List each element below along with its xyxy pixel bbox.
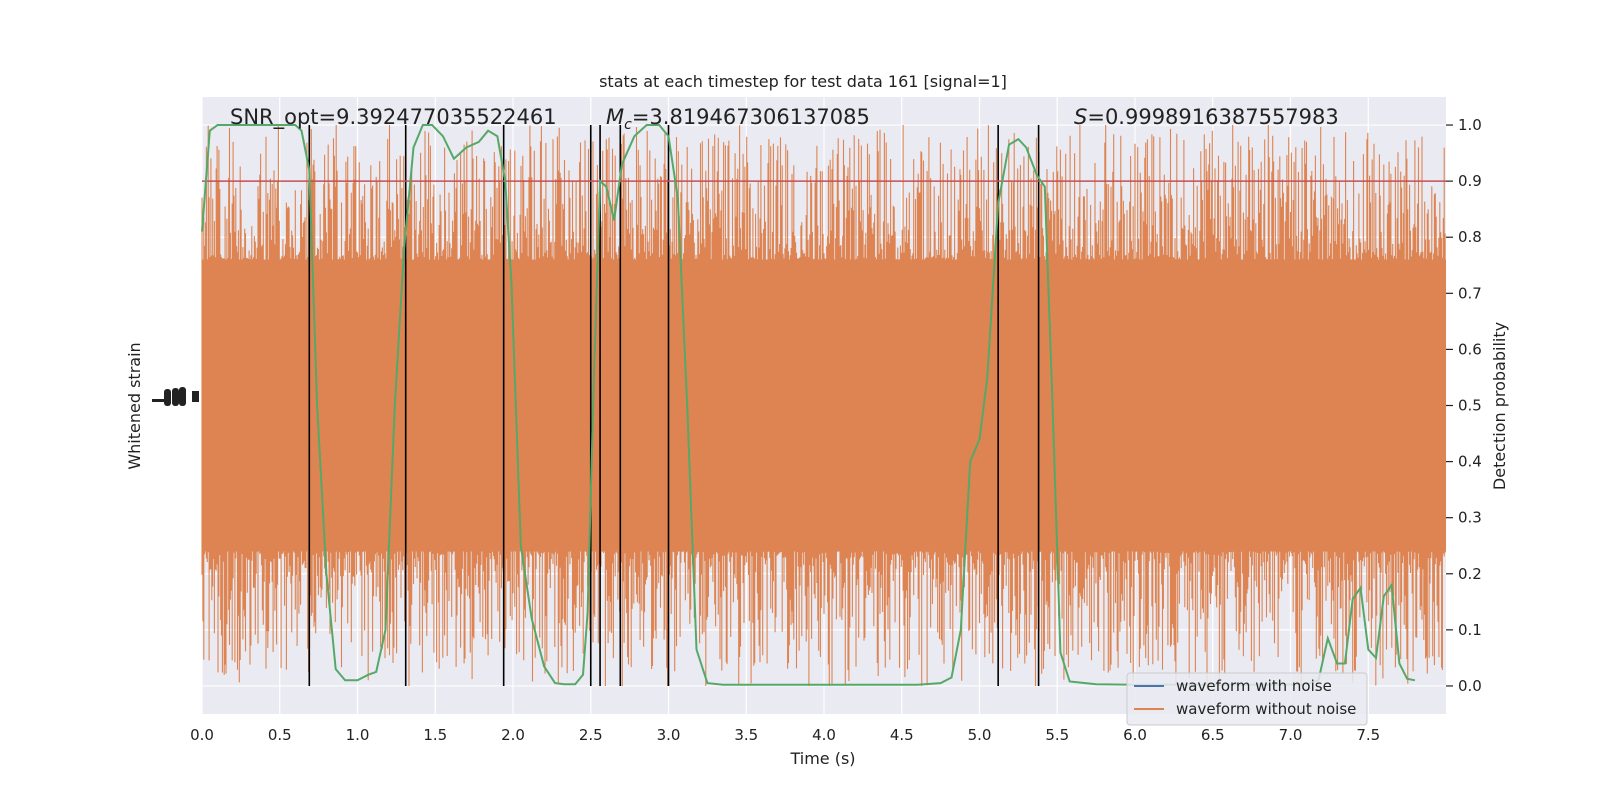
x-tick-label: 1.0 [346, 726, 370, 744]
s-annotation: S=0.9998916387557983 [1074, 105, 1339, 129]
chart-title: stats at each timestep for test data 161… [599, 72, 1007, 91]
x-tick-label: 2.0 [501, 726, 525, 744]
y-tick-label: 0.7 [1458, 284, 1482, 302]
y-axis-label-right: Detection probability [1490, 322, 1509, 490]
x-tick-label: 0.0 [190, 726, 214, 744]
y-tick-label: 0.2 [1458, 565, 1482, 583]
legend-label-without-noise: waveform without noise [1176, 700, 1356, 718]
legend-label-with-noise: waveform with noise [1176, 677, 1332, 695]
axes: 0.0 0.5 1.0 1.5 2.0 2.5 3.0 3.5 4.0 4.5 5.0 5.5 6.0 6… [190, 116, 1482, 744]
x-tick-label: 6.5 [1201, 726, 1225, 744]
y-tick-label: 0.8 [1458, 228, 1482, 246]
y-tick-label: 0.6 [1458, 340, 1482, 358]
x-tick-label: 3.5 [734, 726, 758, 744]
x-tick-label: 7.5 [1356, 726, 1380, 744]
x-tick-label: 4.0 [812, 726, 836, 744]
mc-value: =3.819467306137085 [632, 105, 870, 129]
y-tick-label: 0.3 [1458, 509, 1482, 527]
collapsed-left-ticks [152, 387, 199, 406]
x-tick-label: 6.0 [1123, 726, 1147, 744]
x-tick-label: 7.0 [1279, 726, 1303, 744]
x-tick-label: 2.5 [579, 726, 603, 744]
x-tick-label: 5.0 [968, 726, 992, 744]
x-axis-label: Time (s) [789, 749, 855, 768]
x-tick-label: 0.5 [268, 726, 292, 744]
strain-waveform [201, 125, 1446, 686]
x-tick-label: 4.5 [890, 726, 914, 744]
x-tick-label: 1.5 [423, 726, 447, 744]
y-tick-label: 0.9 [1458, 172, 1482, 190]
strain-noise-trace [201, 125, 1446, 686]
y-tick-label: 0.5 [1458, 397, 1482, 415]
legend-box [1126, 672, 1368, 726]
y-tick-label: 0.0 [1458, 677, 1482, 695]
mc-annotation: Mc=3.819467306137085 [606, 105, 870, 133]
s-symbol: S [1074, 105, 1087, 129]
x-tick-label: 5.5 [1045, 726, 1069, 744]
snr-annotation: SNR_opt=9.392477035522461 [230, 105, 557, 130]
x-tick-label: 3.0 [657, 726, 681, 744]
y-tick-label: 0.4 [1458, 453, 1482, 471]
legend: waveform with noise waveform without noi… [1126, 672, 1368, 726]
vertical-markers [308, 125, 1040, 686]
s-value: =0.9998916387557983 [1087, 105, 1338, 129]
y-tick-label: 0.1 [1458, 621, 1482, 639]
mc-symbol: M [606, 105, 624, 129]
mc-subscript: c [624, 117, 632, 133]
y-tick-label: 1.0 [1458, 116, 1482, 134]
y-axis-label-left: Whitened strain [125, 342, 144, 469]
